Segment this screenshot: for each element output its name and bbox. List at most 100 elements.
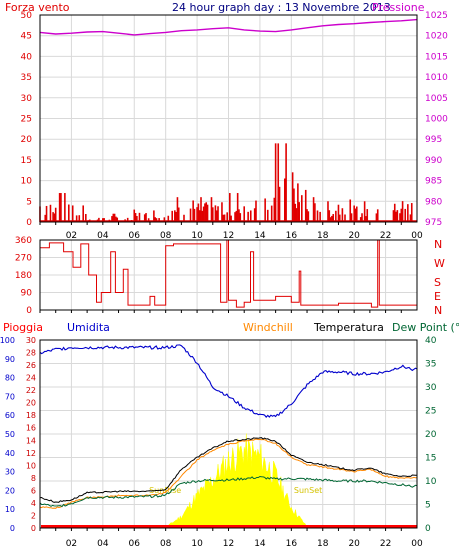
pressure-tick-label: 1020 bbox=[425, 32, 448, 42]
x-tick-label: 14 bbox=[254, 539, 266, 549]
compass-label: S bbox=[434, 276, 441, 289]
humidity-tick-label: 30 bbox=[5, 468, 15, 477]
rain-label: Pioggia bbox=[3, 321, 43, 334]
pressure-tick-label: 1000 bbox=[425, 115, 448, 125]
humidity-tick-label: 20 bbox=[5, 486, 15, 495]
wind-tick-label: 10 bbox=[21, 177, 33, 187]
pressure-y-axis-labels: 1025 1020 1015 1010 1005 1000 995 990 985 980 975 bbox=[425, 11, 448, 228]
wind-direction-line bbox=[40, 239, 417, 308]
x-tick-label: 00 bbox=[411, 539, 423, 549]
temperature-lines bbox=[39, 344, 418, 509]
sunset-annotation: SunSet bbox=[294, 486, 322, 495]
wind-force-label: Forza vento bbox=[5, 1, 70, 14]
pressure-label: Pressione bbox=[372, 1, 425, 14]
rain-tick-label: 0 bbox=[31, 524, 36, 533]
humidity-tick-label: 80 bbox=[5, 374, 15, 383]
wind-tick-label: 20 bbox=[21, 135, 33, 145]
temperature-tick-label: 25 bbox=[425, 407, 436, 417]
direction-y-axis-labels: 360 270 180 90 0 bbox=[15, 236, 32, 316]
temperature-panel: Pioggia Umidita Windchill Temperatura De… bbox=[0, 321, 459, 549]
chart-title: 24 hour graph day : 13 Novembre 2013 bbox=[172, 1, 391, 14]
direction-tick-label: 90 bbox=[21, 289, 33, 299]
rain-tick-label: 28 bbox=[26, 349, 36, 358]
temperature-label: Temperatura bbox=[313, 321, 384, 334]
x-tick-label: 00 bbox=[411, 231, 423, 241]
wind-tick-label: 35 bbox=[21, 73, 32, 83]
pressure-tick-label: 985 bbox=[425, 177, 442, 187]
x-tick-label: 16 bbox=[286, 231, 298, 241]
humidity-label: Umidita bbox=[67, 321, 110, 334]
x-tick-label: 06 bbox=[129, 231, 141, 241]
x-tick-label: 12 bbox=[223, 539, 234, 549]
wind-tick-label: 0 bbox=[26, 218, 32, 228]
x-tick-label: 10 bbox=[191, 231, 203, 241]
humidity-tick-label: 90 bbox=[5, 355, 15, 364]
temperature-tick-label: 35 bbox=[425, 360, 436, 370]
pressure-line bbox=[39, 18, 418, 36]
dewpoint-label: Dew Point (°C bbox=[392, 321, 459, 334]
x-tick-label: 20 bbox=[348, 231, 360, 241]
rain-bar bbox=[41, 525, 417, 528]
rain-tick-label: 12 bbox=[26, 449, 36, 458]
humidity-tick-label: 0 bbox=[10, 524, 15, 533]
x-tick-label: 02 bbox=[66, 539, 77, 549]
panel3-x-axis-labels: 02 04 06 08 10 12 14 16 18 20 22 00 bbox=[66, 539, 423, 549]
wind-tick-label: 45 bbox=[21, 32, 32, 42]
x-tick-label: 22 bbox=[380, 539, 391, 549]
temperature-tick-label: 30 bbox=[425, 383, 437, 393]
panel1-x-axis-labels: 02 04 06 08 10 12 14 16 18 20 22 00 bbox=[66, 231, 423, 241]
wind-tick-label: 30 bbox=[21, 94, 33, 104]
pressure-tick-label: 975 bbox=[425, 218, 442, 228]
windchill-label: Windchill bbox=[243, 321, 293, 334]
rain-tick-label: 2 bbox=[31, 511, 36, 520]
x-tick-label: 02 bbox=[66, 231, 77, 241]
compass-label: N bbox=[434, 304, 442, 317]
pressure-tick-label: 1005 bbox=[425, 94, 448, 104]
dewpoint-series-path bbox=[39, 475, 418, 508]
rain-tick-label: 6 bbox=[31, 486, 36, 495]
wind-bars bbox=[39, 143, 417, 222]
sunrise-annotation: SunRise bbox=[149, 486, 181, 495]
x-tick-label: 16 bbox=[286, 539, 298, 549]
rain-tick-label: 18 bbox=[26, 411, 36, 420]
direction-tick-label: 180 bbox=[15, 271, 32, 281]
humidity-tick-label: 50 bbox=[5, 430, 15, 439]
rain-tick-label: 24 bbox=[26, 374, 36, 383]
pressure-tick-label: 1025 bbox=[425, 11, 448, 21]
wind-direction-path bbox=[40, 239, 417, 308]
pressure-tick-label: 1015 bbox=[425, 52, 448, 62]
panel2-frame bbox=[39, 239, 418, 311]
sun-annotations: SunRise SunSet bbox=[149, 486, 322, 495]
x-tick-label: 20 bbox=[348, 539, 360, 549]
wind-tick-label: 50 bbox=[21, 11, 33, 21]
x-tick-label: 10 bbox=[191, 539, 203, 549]
panel3-frame bbox=[39, 339, 418, 529]
x-tick-label: 22 bbox=[380, 231, 391, 241]
rain-tick-label: 8 bbox=[31, 474, 36, 483]
x-tick-label: 18 bbox=[317, 539, 329, 549]
humidity-tick-label: 40 bbox=[5, 449, 15, 458]
rain-tick-label: 20 bbox=[26, 399, 36, 408]
x-tick-label: 08 bbox=[160, 231, 172, 241]
rain-tick-label: 14 bbox=[26, 436, 36, 445]
x-tick-label: 18 bbox=[317, 231, 329, 241]
windchill-series-path bbox=[39, 438, 418, 509]
panel1-grid bbox=[39, 15, 418, 225]
temperature-y-axis-labels: 40 35 30 25 20 15 10 5 0 bbox=[425, 336, 437, 534]
rain-tick-label: 4 bbox=[31, 499, 36, 508]
humidity-tick-label: 10 bbox=[5, 505, 15, 514]
pressure-tick-label: 1010 bbox=[425, 73, 448, 83]
x-tick-label: 04 bbox=[97, 231, 109, 241]
x-tick-label: 14 bbox=[254, 231, 266, 241]
rain-tick-label: 16 bbox=[26, 424, 36, 433]
compass-label: W bbox=[434, 257, 445, 270]
humidity-tick-label: 100 bbox=[0, 336, 15, 345]
wind-tick-label: 15 bbox=[21, 156, 32, 166]
rain-tick-label: 30 bbox=[26, 336, 36, 345]
direction-tick-label: 360 bbox=[15, 236, 32, 246]
